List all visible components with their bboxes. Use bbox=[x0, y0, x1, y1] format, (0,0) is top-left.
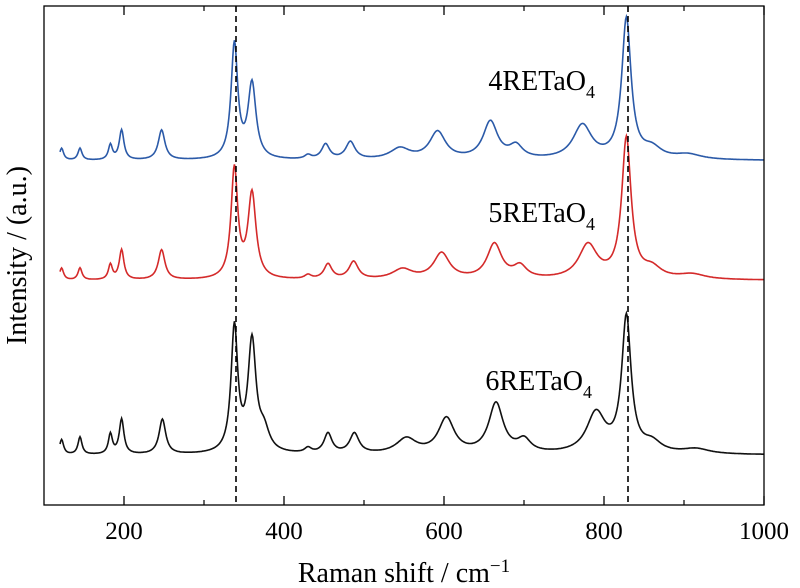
y-axis-title: Intensity / (a.u.) bbox=[2, 166, 33, 345]
series-line-5RETaO4 bbox=[59, 132, 764, 281]
reference-lines bbox=[235, 6, 629, 505]
series-label-4RETaO4: 4RETaO4 bbox=[488, 66, 595, 102]
plot-frame bbox=[43, 5, 765, 506]
x-tick-label-400: 400 bbox=[265, 518, 303, 545]
axis-ticks: 200 400 600 800 1000 bbox=[105, 6, 789, 545]
series-label-5RETaO4: 5RETaO4 bbox=[488, 198, 595, 234]
x-tick-label-800: 800 bbox=[585, 518, 623, 545]
x-tick-label-600: 600 bbox=[425, 518, 463, 545]
series-label-6RETaO4: 6RETaO4 bbox=[485, 366, 592, 402]
series-label-main: 4RETaO bbox=[488, 66, 586, 97]
series-line-6RETaO4 bbox=[59, 310, 764, 455]
series-label-sub: 4 bbox=[586, 214, 595, 234]
x-axis-title-main: Raman shift / cm bbox=[298, 558, 490, 588]
x-axis-title: Raman shift / cm−1 bbox=[298, 556, 510, 588]
series-label-sub: 4 bbox=[583, 382, 592, 402]
series-line-4RETaO4 bbox=[59, 13, 764, 161]
series-label-main: 5RETaO bbox=[488, 198, 586, 229]
series-label-sub: 4 bbox=[586, 82, 595, 102]
series-label-main: 6RETaO bbox=[485, 366, 583, 397]
series-layer bbox=[59, 13, 764, 455]
x-axis-title-sup: −1 bbox=[490, 556, 510, 577]
x-tick-label-200: 200 bbox=[105, 518, 143, 545]
x-tick-label-1000: 1000 bbox=[739, 518, 789, 545]
